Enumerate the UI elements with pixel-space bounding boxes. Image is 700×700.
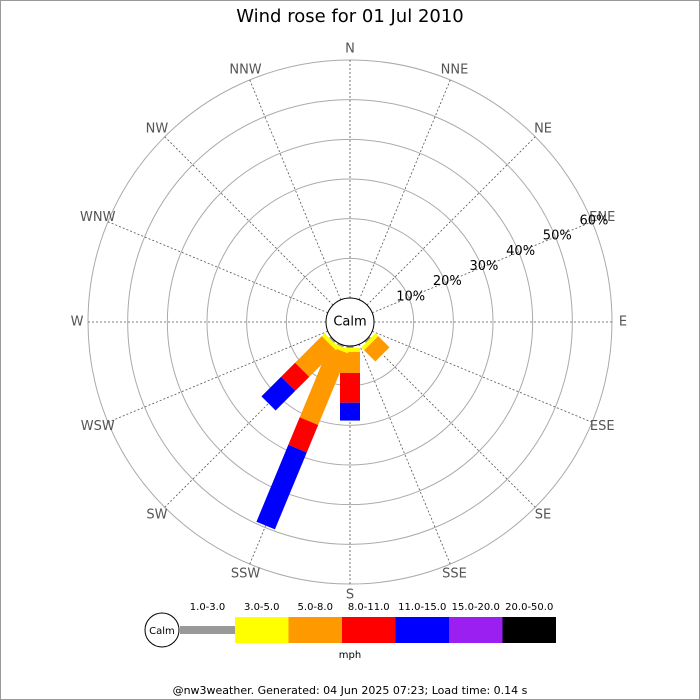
bar-segment bbox=[329, 336, 336, 343]
legend-label: 3.0-5.0 bbox=[244, 602, 279, 613]
direction-label: E bbox=[619, 315, 627, 330]
legend-label: 5.0-8.0 bbox=[298, 602, 333, 613]
direction-label: ENE bbox=[589, 210, 615, 225]
direction-label: NW bbox=[146, 121, 169, 136]
bar-segment bbox=[299, 345, 348, 425]
legend-calm-label: Calm bbox=[149, 626, 175, 637]
bar-segment bbox=[346, 346, 354, 348]
ring bbox=[246, 218, 454, 426]
bar-segment bbox=[340, 347, 360, 352]
ring bbox=[127, 99, 573, 545]
direction-label: NE bbox=[534, 121, 552, 136]
footer: @nw3weather. Generated: 04 Jun 2025 07:2… bbox=[173, 684, 528, 697]
direction-label: S bbox=[346, 588, 354, 603]
legend-swatch bbox=[449, 617, 503, 643]
calm-label: Calm bbox=[333, 315, 366, 330]
chart-title: Wind rose for 01 Jul 2010 bbox=[236, 6, 464, 27]
legend-swatch bbox=[180, 626, 235, 634]
bar-segment bbox=[364, 336, 390, 362]
ring bbox=[206, 178, 494, 466]
ring-label: 60% bbox=[579, 213, 608, 228]
legend-swatch bbox=[235, 617, 289, 643]
direction-label: WSW bbox=[81, 419, 115, 434]
bars bbox=[256, 333, 390, 530]
bar-segment bbox=[336, 342, 345, 348]
ring-label: 10% bbox=[396, 289, 425, 304]
bar-segment bbox=[281, 362, 310, 391]
legend-label: 20.0-50.0 bbox=[505, 602, 553, 613]
bar-segment bbox=[361, 333, 379, 351]
bar-segment bbox=[256, 444, 307, 530]
calm-circle bbox=[325, 297, 375, 347]
legend-label: 11.0-15.0 bbox=[398, 602, 446, 613]
direction-label: SW bbox=[146, 508, 167, 523]
bar-segment bbox=[340, 372, 360, 403]
legend-swatch bbox=[342, 617, 396, 643]
legend-swatch bbox=[288, 617, 342, 643]
bar-segment bbox=[340, 402, 360, 421]
direction-label: WNW bbox=[80, 210, 116, 225]
bar-segment bbox=[288, 417, 319, 453]
direction-label: W bbox=[71, 315, 84, 330]
ring-label: 50% bbox=[543, 229, 572, 244]
ring-label: 30% bbox=[470, 259, 499, 274]
legend-label: 8.0-11.0 bbox=[348, 602, 390, 613]
direction-label: ESE bbox=[590, 419, 615, 434]
legend-label: 1.0-3.0 bbox=[190, 602, 225, 613]
bar-segment bbox=[364, 336, 371, 343]
legend: Calm 1.0-3.0 3.0-5.0 5.0-8.0 8.0-11.0 11.0-1… bbox=[144, 602, 556, 648]
direction-label: SE bbox=[535, 508, 551, 523]
direction-label: NNW bbox=[229, 62, 261, 77]
bar-segment bbox=[321, 333, 339, 351]
direction-label: NNE bbox=[441, 62, 469, 77]
legend-swatch bbox=[395, 617, 449, 643]
direction-label: SSW bbox=[231, 567, 261, 582]
ring-label: 40% bbox=[506, 244, 535, 259]
bar-segment bbox=[261, 376, 296, 411]
bar-segment bbox=[295, 336, 336, 377]
direction-label: SSE bbox=[442, 567, 467, 582]
direction-label: N bbox=[345, 42, 355, 57]
ring-label: 20% bbox=[433, 274, 462, 289]
legend-calm-circle bbox=[144, 612, 180, 648]
ring bbox=[166, 138, 534, 506]
unit-label: mph bbox=[339, 650, 361, 661]
legend-label: 15.0-20.0 bbox=[452, 602, 500, 613]
legend-swatch bbox=[502, 617, 556, 643]
polar-grid: N NNE NE ENE E ESE SE SSE S SSW SW WSW W WNW NW NNW 10% 2… bbox=[71, 42, 628, 603]
